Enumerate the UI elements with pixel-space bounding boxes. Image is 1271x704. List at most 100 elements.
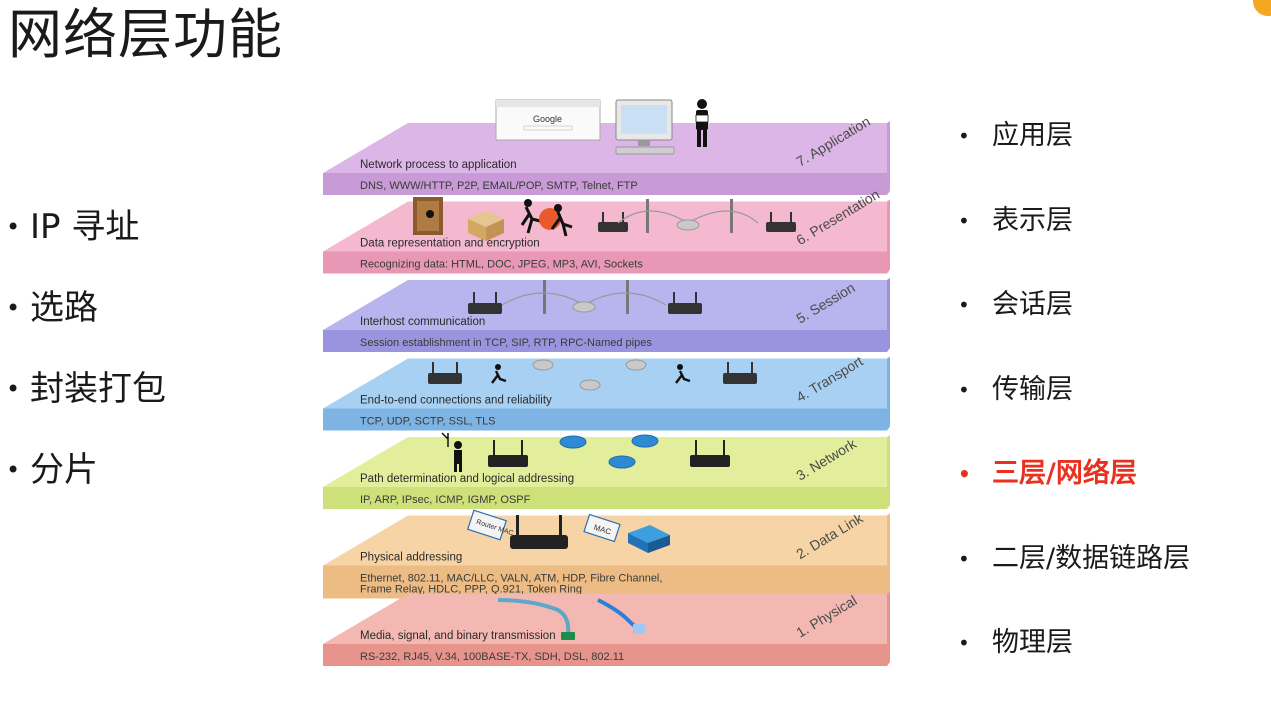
osi-layers: Network process to application DNS, WWW/H… (323, 113, 890, 666)
bullet-dot: • (6, 456, 21, 484)
osi-layer: Physical addressing Ethernet, 802.11, MAC… (323, 509, 890, 599)
layer-side-face (887, 121, 890, 195)
router-icon (468, 292, 502, 314)
layer-description: Network process to application (360, 159, 517, 171)
router-blue-icon (631, 434, 659, 448)
layer-front-face (323, 408, 887, 431)
layer-illustrations: Google (413, 99, 796, 640)
layer-protocols: RS-232, RJ45, V.34, 100BASE-TX, SDH, DSL… (360, 651, 624, 663)
list-item: • IP 寻址 (6, 200, 166, 281)
layer-top-face (323, 515, 887, 566)
page-title: 网络层功能 (8, 3, 283, 66)
bullet-dot: • (958, 124, 970, 148)
layer-protocols: Session establishment in TCP, SIP, RTP, … (360, 337, 652, 349)
list-item-label: 封装打包 (30, 369, 166, 409)
osi-layer-name-list: • 应用层 • 表示层 • 会话层 • 传输层 • 三层/网络层 • 二层/数据链路层 • 物… (958, 112, 1190, 704)
list-item-label: 选路 (30, 288, 98, 328)
bridge-icon (617, 199, 759, 233)
running-person-icon (520, 199, 541, 234)
router-blue-icon (559, 435, 587, 449)
desktop-computer-icon (615, 99, 675, 155)
browser-window-icon: Google (495, 99, 601, 141)
bridge-icon (501, 280, 667, 314)
person-icon (695, 99, 709, 147)
switch-icon (579, 379, 601, 391)
list-item-label: 分片 (30, 450, 98, 490)
wireless-router-icon (488, 440, 528, 467)
list-item: • 二层/数据链路层 (958, 535, 1190, 620)
layer-side-face (887, 278, 890, 352)
layer-front-face (323, 644, 887, 666)
switch-icon (625, 359, 647, 371)
bullet-dot: • (6, 294, 21, 322)
bullet-dot: • (958, 546, 970, 571)
bullet-dot: • (958, 208, 970, 233)
list-item-label: 二层/数据链路层 (992, 542, 1191, 574)
list-item: • 应用层 (958, 112, 1190, 197)
running-person-icon (491, 364, 507, 384)
door-icon (413, 197, 443, 235)
ethernet-cable-icon (597, 598, 645, 634)
mac-tag-icon: MAC (583, 513, 621, 543)
bullet-dot: • (958, 293, 970, 317)
layer-protocols: IP, ARP, IPsec, ICMP, IGMP, OSPF (360, 494, 531, 506)
router-icon (428, 362, 462, 384)
layer-protocols: TCP, UDP, SCTP, SSL, TLS (360, 416, 496, 428)
layer-top-face (323, 358, 887, 409)
list-item: • 传输层 (958, 366, 1190, 451)
list-item-label: 三层/网络层 (992, 458, 1137, 489)
running-person-icon (550, 204, 573, 237)
network-switch-icon (628, 525, 670, 553)
list-item-label: 传输层 (992, 373, 1073, 405)
running-person-icon (675, 364, 691, 384)
list-item-label: 物理层 (992, 627, 1073, 658)
router-blue-icon (608, 455, 636, 469)
osi-layer: Media, signal, and binary transmission RS… (323, 592, 890, 666)
layer-top-face (323, 437, 887, 487)
list-item: • 物理层 (958, 619, 1190, 704)
fiber-cable-icon (497, 598, 575, 640)
switch-icon (532, 359, 554, 371)
layer-protocols: DNS, WWW/HTTP, P2P, EMAIL/POP, SMTP, Tel… (360, 180, 638, 192)
bullet-dot: • (6, 213, 21, 241)
layer-side-face (887, 592, 890, 666)
list-item: • 会话层 (958, 281, 1190, 366)
list-item: • 分片 (6, 443, 166, 524)
layer-description: Media, signal, and binary transmission (360, 630, 556, 642)
layer-description: Data representation and encryption (360, 238, 540, 250)
bullet-dot: • (958, 631, 970, 655)
list-item-highlighted: • 三层/网络层 (958, 450, 1190, 535)
osi-layer: End-to-end connections and reliability TC… (323, 353, 890, 431)
osi-layer: Network process to application DNS, WWW/H… (323, 113, 890, 195)
list-item: • 选路 (6, 281, 166, 362)
layer-description: End-to-end connections and reliability (360, 395, 552, 407)
layer-side-face (887, 199, 890, 274)
bullet-dot: • (958, 462, 971, 486)
osi-stack-diagram: Network process to application DNS, WWW/H… (323, 99, 890, 666)
network-function-list: • IP 寻址 • 选路 • 封装打包 • 分片 (6, 200, 166, 524)
list-item-label: 会话层 (992, 289, 1073, 320)
wireless-router-icon (690, 440, 730, 467)
wireless-router-icon (510, 515, 568, 549)
osi-layer: Interhost communication Session establish… (323, 278, 890, 352)
list-item-label: 表示层 (992, 204, 1073, 236)
layer-top-face (323, 280, 887, 330)
layer-description: Interhost communication (360, 316, 485, 328)
bullet-dot: • (958, 377, 970, 402)
router-icon (766, 212, 796, 232)
package-box-icon (468, 211, 504, 241)
osi-layer: Path determination and logical addressin… (323, 435, 890, 509)
layer-front-face (323, 487, 887, 509)
list-item-label: IP 寻址 (30, 207, 140, 247)
layer-front-face (323, 330, 887, 352)
list-item-label: 应用层 (992, 120, 1073, 151)
router-mac-tag-icon: Router MAC (466, 509, 514, 541)
router-icon (723, 362, 757, 384)
layer-front-face (323, 565, 887, 599)
layer-description: Physical addressing (360, 552, 462, 564)
list-item: • 封装打包 (6, 362, 166, 443)
bullet-dot: • (6, 375, 21, 403)
layer-top-face (323, 594, 887, 644)
google-label: Google (533, 114, 562, 124)
layer-side-face (887, 435, 890, 509)
